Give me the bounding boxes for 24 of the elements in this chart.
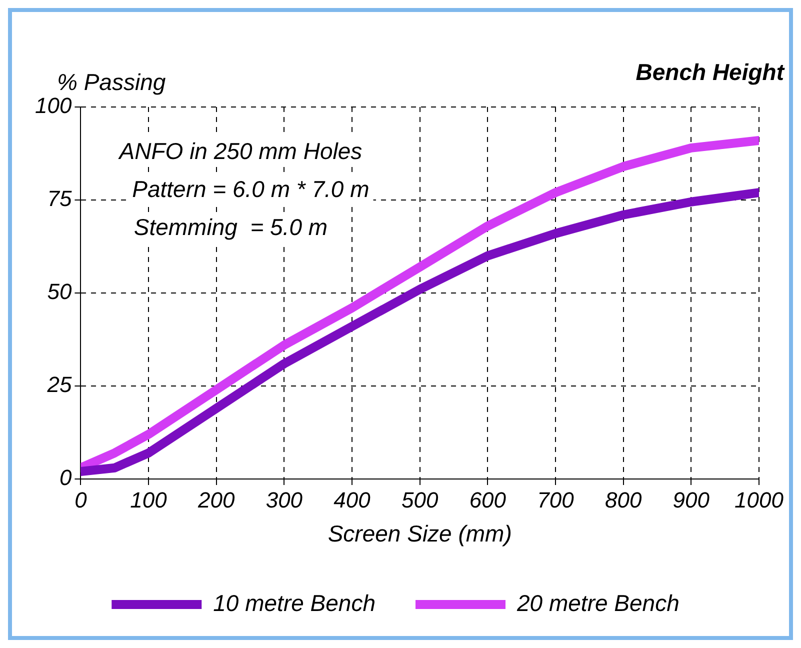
annotation: Pattern = 6.0 m * 7.0 m xyxy=(132,176,370,202)
y-tick-label: 75 xyxy=(47,186,72,212)
y-tick-label: 100 xyxy=(34,93,72,118)
y-tick-label: 25 xyxy=(46,372,72,398)
annotation: Stemming = 5.0 m xyxy=(134,214,328,240)
x-tick-label: 500 xyxy=(401,487,439,512)
chart-title: Bench Height xyxy=(636,59,786,85)
x-tick-label: 1000 xyxy=(734,487,784,512)
annotation: ANFO in 250 mm Holes xyxy=(117,138,363,164)
x-tick-label: 0 xyxy=(74,487,88,512)
x-tick-label: 200 xyxy=(197,487,236,512)
x-tick-label: 600 xyxy=(469,487,507,512)
x-axis-title: Screen Size (mm) xyxy=(328,520,512,547)
x-tick-label: 800 xyxy=(604,487,642,512)
legend-label: 20 metre Bench xyxy=(516,590,680,616)
x-tick-label: 400 xyxy=(334,487,372,512)
legend-label: 10 metre Bench xyxy=(213,590,376,616)
y-tick-label: 50 xyxy=(47,279,72,304)
x-tick-label: 300 xyxy=(266,487,304,512)
x-tick-label: 900 xyxy=(672,487,710,512)
x-tick-label: 700 xyxy=(537,487,575,512)
y-axis-title: % Passing xyxy=(57,69,166,95)
x-tick-label: 100 xyxy=(130,487,168,512)
y-tick-label: 0 xyxy=(59,465,72,490)
